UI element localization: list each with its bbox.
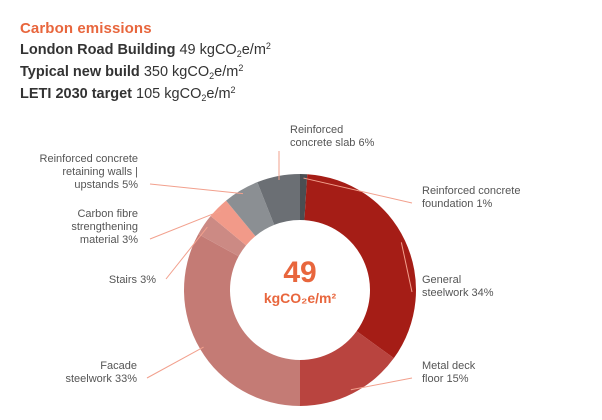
slice-label-line: concrete slab 6% <box>290 137 375 149</box>
slice-label-3: Facade steelwork 33% <box>65 360 137 385</box>
leader-line-0 <box>303 177 413 204</box>
leader-line-5 <box>149 210 221 240</box>
stat-unit: kgCO2e/m2 <box>172 63 244 81</box>
stat-value: 49 <box>179 42 196 58</box>
slice-label-line: Reinforced <box>290 124 343 136</box>
slice-label-line: Facade <box>100 360 137 372</box>
slice-1 <box>304 174 416 359</box>
slice-label-line: retaining walls | <box>62 166 138 178</box>
slice-label-line: Metal deck <box>422 360 476 372</box>
slice-label-line: floor 15% <box>422 373 469 385</box>
slice-6 <box>226 182 275 237</box>
chart-title: Carbon emissions <box>20 20 152 37</box>
stat-value: 105 <box>136 86 161 102</box>
stat-row-leti-2030-target: LETI 2030 target 105 kgCO2e/m2 <box>20 85 271 103</box>
slice-label-line: material 3% <box>80 234 138 246</box>
slice-label-line: foundation 1% <box>422 198 493 210</box>
leader-line-2 <box>350 377 413 391</box>
leader-line-6 <box>149 183 244 195</box>
slice-label-6: Reinforced concrete retaining walls | upst… <box>40 153 139 191</box>
stat-unit: kgCO2e/m2 <box>199 41 271 59</box>
slice-label-line: Stairs 3% <box>109 274 156 286</box>
stat-label: Typical new build <box>20 64 140 80</box>
slice-label-2: Metal deck floor 15% <box>422 360 476 385</box>
slice-5 <box>210 200 256 246</box>
slice-4 <box>198 216 247 257</box>
slice-label-line: steelwork 34% <box>422 287 494 299</box>
center-unit: kgCO₂e/m² <box>264 290 337 306</box>
slice-label-5: Carbon fibre strengthening material 3% <box>71 208 138 246</box>
leader-lines <box>146 151 413 391</box>
stat-label: LETI 2030 target <box>20 86 133 102</box>
stat-row-london-road: London Road Building 49 kgCO2e/m2 <box>20 41 271 59</box>
stat-row-typical-new-build: Typical new build 350 kgCO2e/m2 <box>20 63 271 81</box>
chart-header: Carbon emissions London Road Building 49… <box>20 20 271 103</box>
slice-label-4: Stairs 3% <box>109 274 156 286</box>
leader-line-3 <box>146 346 204 379</box>
leader-line-1 <box>400 242 413 293</box>
slice-label-line: Reinforced concrete <box>422 185 520 197</box>
center-value: 49 <box>283 256 316 289</box>
slice-7 <box>257 174 300 225</box>
slice-0 <box>300 174 308 221</box>
leader-line-4 <box>165 226 208 280</box>
stat-unit: kgCO2e/m2 <box>164 85 236 103</box>
slice-2 <box>300 331 394 406</box>
slice-3 <box>184 234 300 406</box>
slice-label-line: strengthening <box>71 221 138 233</box>
slice-label-line: Reinforced concrete <box>40 153 138 165</box>
donut-slices <box>184 174 416 406</box>
stat-label: London Road Building <box>20 42 176 58</box>
slice-label-1: General steelwork 34% <box>422 274 494 299</box>
slice-label-line: Carbon fibre <box>77 208 138 220</box>
stat-value: 350 <box>143 64 169 80</box>
slice-labels: Reinforced concrete foundation 1%General s… <box>40 124 521 385</box>
slice-label-0: Reinforced concrete foundation 1% <box>422 185 520 210</box>
slice-label-line: General <box>422 274 461 286</box>
slice-label-line: upstands 5% <box>74 179 138 191</box>
slice-label-line: steelwork 33% <box>65 373 137 385</box>
slice-label-7: Reinforced concrete slab 6% <box>290 124 375 149</box>
